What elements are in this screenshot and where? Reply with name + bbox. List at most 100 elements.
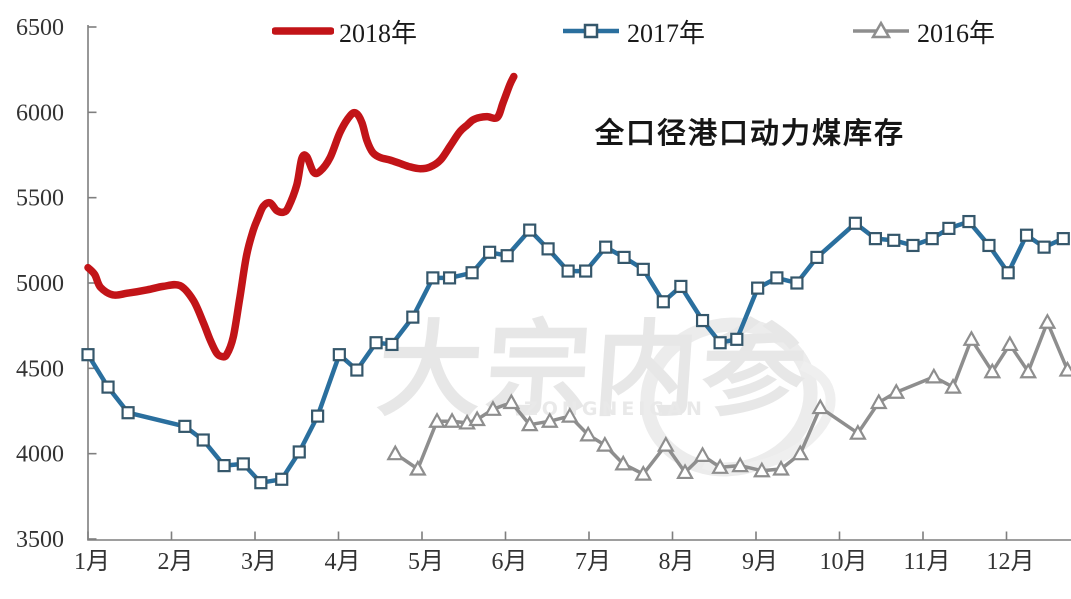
data-point-triangle-2016年	[791, 444, 810, 461]
y-axis-tick-label: 3500	[16, 527, 64, 553]
data-point-square-2017年	[674, 279, 688, 294]
legend-item-2018: 2018年	[272, 14, 417, 48]
data-point-triangle-2016年	[595, 435, 614, 452]
legend-label-2017: 2017年	[627, 18, 706, 48]
data-point-triangle-2016年	[579, 425, 598, 442]
chart-title: 全口径港口动力煤库存	[594, 116, 905, 150]
data-point-square-2017年	[868, 232, 883, 246]
legend-line-swatch-2016	[853, 20, 909, 39]
data-point-triangle-2016年	[408, 459, 427, 476]
data-point-square-2017年	[636, 262, 650, 276]
data-point-square-2017年	[982, 238, 996, 253]
y-axis-tick-label: 4000	[16, 442, 64, 468]
data-point-square-2017年	[848, 216, 862, 230]
data-point-square-2017年	[541, 242, 555, 256]
data-point-square-2017年	[217, 459, 231, 473]
data-point-square-2017年	[790, 276, 804, 290]
data-point-square-2017年	[369, 336, 383, 350]
data-point-square-2017年	[617, 250, 631, 264]
data-point-square-2017年	[101, 380, 115, 394]
square-marker-icon	[583, 23, 599, 39]
data-point-square-2017年	[483, 245, 497, 259]
legend: 2018年 2017年 2016年	[0, 14, 1071, 50]
data-point-square-2017年	[561, 264, 575, 278]
x-axis-tick-label: 9月	[742, 549, 778, 575]
data-point-square-2017年	[695, 313, 710, 328]
series-line-2017年	[85, 219, 1066, 485]
data-point-triangle-2016年	[711, 458, 729, 474]
data-point-square-2017年	[1001, 266, 1015, 280]
data-point-square-2017年	[442, 271, 457, 285]
data-point-square-2017年	[292, 445, 306, 459]
data-point-triangle-2016年	[468, 410, 486, 427]
series-line-2018年	[84, 72, 518, 361]
x-axis-tick-label: 8月	[659, 549, 695, 575]
data-point-square-2017年	[236, 457, 250, 471]
data-point-square-2017年	[275, 472, 289, 486]
x-axis-tick-label: 11月	[903, 549, 950, 575]
y-axis-tick-label: 6000	[16, 100, 64, 126]
data-point-triangle-2016年	[676, 463, 694, 480]
legend-item-2017: 2017年	[560, 14, 705, 48]
triangle-marker-icon	[870, 20, 892, 39]
x-axis-tick-label: 4月	[325, 549, 361, 575]
x-axis-tick-label: 10月	[820, 549, 868, 575]
data-point-square-2017年	[1056, 232, 1070, 246]
data-point-square-2017年	[523, 223, 537, 237]
x-axis-tick-label: 1月	[74, 549, 110, 575]
data-point-square-2017年	[925, 232, 939, 246]
data-point-triangle-2016年	[752, 461, 771, 478]
data-point-triangle-2016年	[887, 382, 906, 399]
data-point-square-2017年	[1037, 240, 1051, 254]
legend-item-2016: 2016年	[850, 14, 995, 48]
data-point-square-2017年	[713, 336, 727, 350]
data-point-triangle-2016年	[634, 464, 653, 481]
data-point-square-2017年	[770, 271, 784, 285]
x-axis-tick-label: 2月	[158, 549, 194, 575]
data-point-square-2017年	[385, 337, 399, 352]
x-axis-tick-label: 7月	[575, 549, 611, 575]
x-axis-tick-label: 5月	[408, 549, 444, 575]
data-point-triangle-2016年	[811, 398, 830, 415]
data-point-triangle-2016年	[693, 446, 712, 462]
data-point-square-2017年	[887, 233, 901, 247]
data-point-triangle-2016年	[520, 415, 539, 432]
data-point-square-2017年	[730, 332, 744, 346]
y-axis-tick-label: 5000	[16, 271, 64, 297]
data-point-square-2017年	[311, 409, 325, 423]
data-point-triangle-2016年	[944, 377, 962, 394]
legend-line-swatch-2017	[563, 23, 619, 39]
data-point-square-2017年	[350, 363, 364, 377]
y-axis-tick-label: 5500	[16, 186, 64, 212]
data-point-square-2017年	[465, 266, 479, 280]
data-point-square-2017年	[962, 214, 976, 229]
data-point-triangle-2016年	[443, 411, 461, 428]
data-point-triangle-2016年	[772, 459, 790, 476]
data-point-square-2017年	[1019, 228, 1034, 242]
data-point-triangle-2016年	[983, 362, 1002, 379]
data-point-triangle-2016年	[540, 411, 559, 428]
data-point-triangle-2016年	[656, 435, 675, 452]
data-point-square-2017年	[426, 271, 440, 285]
data-point-square-2017年	[942, 221, 956, 235]
data-point-square-2017年	[178, 419, 192, 433]
data-point-triangle-2016年	[869, 393, 888, 410]
data-point-square-2017年	[906, 238, 920, 253]
data-point-square-2017年	[500, 249, 514, 263]
data-point-square-2017年	[579, 264, 593, 278]
x-axis-tick-label: 3月	[241, 549, 277, 575]
data-point-triangle-2016年	[924, 367, 943, 384]
y-axis-tick-label: 4500	[16, 356, 64, 382]
data-point-square-2017年	[81, 348, 95, 362]
x-axis-tick-label: 6月	[492, 549, 528, 575]
data-point-square-2017年	[406, 310, 420, 324]
data-point-square-2017年	[656, 295, 670, 309]
data-point-square-2017年	[751, 281, 765, 295]
data-point-triangle-2016年	[848, 423, 867, 440]
data-point-square-2017年	[254, 476, 268, 490]
legend-line-swatch-2018	[272, 27, 334, 35]
data-point-triangle-2016年	[614, 454, 633, 471]
data-point-triangle-2016年	[731, 456, 750, 473]
